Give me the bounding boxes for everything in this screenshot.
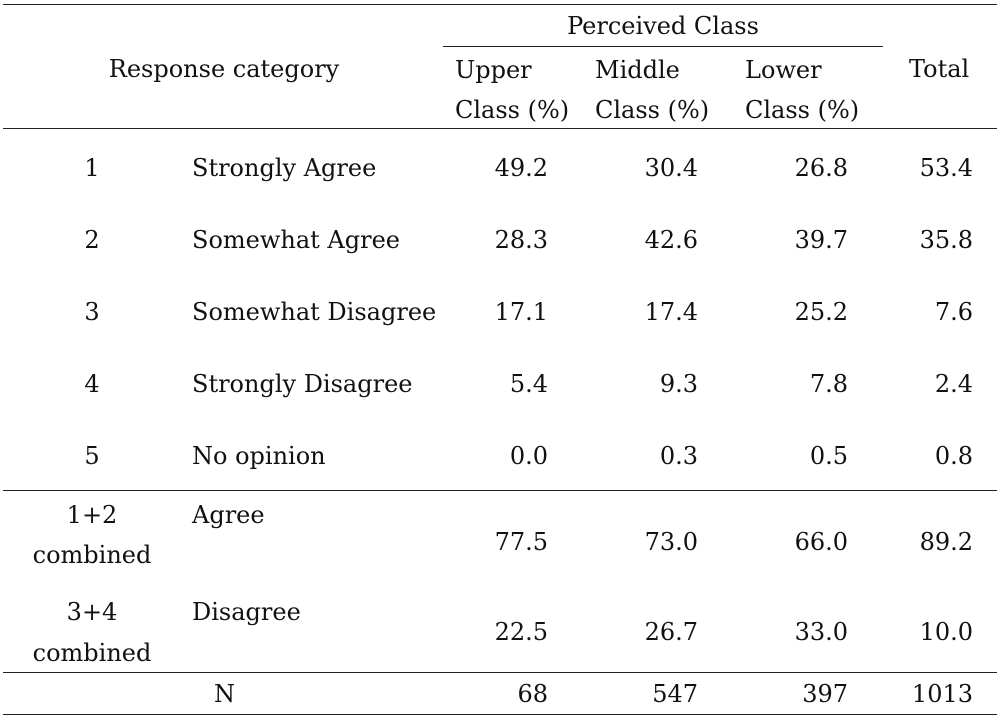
combined-label: Disagree: [192, 598, 301, 626]
combined-code-line1: 3+4: [66, 598, 118, 626]
header-perceived-class: Perceived Class: [567, 12, 759, 40]
n-label: N: [214, 680, 235, 708]
row-upper-value: 5.4: [509, 370, 548, 398]
n-middle-value: 547: [652, 680, 698, 708]
row-code: 1: [84, 154, 100, 182]
row-middle-value: 42.6: [644, 226, 698, 254]
row-upper-value: 28.3: [494, 226, 548, 254]
row-lower-value: 0.5: [809, 442, 848, 470]
header-rule: [3, 128, 997, 129]
row-lower-value: 39.7: [794, 226, 848, 254]
top-rule: [3, 4, 997, 5]
row-lower-value: 25.2: [794, 298, 848, 326]
row-upper-value: 0.0: [509, 442, 548, 470]
bottom-rule: [3, 714, 997, 715]
header-lower-line2: Class (%): [745, 96, 860, 124]
row-middle-value: 17.4: [644, 298, 698, 326]
combined-code-line1: 1+2: [66, 501, 118, 529]
combined-upper-value: 22.5: [494, 618, 548, 646]
row-total-value: 53.4: [919, 154, 973, 182]
header-middle-line2: Class (%): [595, 96, 710, 124]
row-code: 2: [84, 226, 100, 254]
combined-middle-value: 73.0: [644, 528, 698, 556]
row-code: 4: [84, 370, 100, 398]
row-label: Somewhat Disagree: [192, 298, 437, 326]
combined-rule: [3, 490, 997, 491]
header-lower-line1: Lower: [745, 56, 822, 84]
row-lower-value: 26.8: [794, 154, 848, 182]
n-rule: [3, 672, 997, 673]
combined-lower-value: 33.0: [794, 618, 848, 646]
combined-code-line2: combined: [32, 639, 152, 667]
row-total-value: 0.8: [934, 442, 973, 470]
n-upper-value: 68: [517, 680, 548, 708]
header-upper-line1: Upper: [455, 56, 532, 84]
combined-label: Agree: [192, 501, 265, 529]
header-upper-line2: Class (%): [455, 96, 570, 124]
row-total-value: 7.6: [934, 298, 973, 326]
perceived-class-underline: [443, 46, 883, 47]
n-lower-value: 397: [802, 680, 848, 708]
row-upper-value: 49.2: [494, 154, 548, 182]
row-code: 5: [84, 442, 100, 470]
row-lower-value: 7.8: [809, 370, 848, 398]
row-label: Strongly Agree: [192, 154, 377, 182]
row-label: No opinion: [192, 442, 326, 470]
header-total: Total: [909, 55, 970, 83]
combined-middle-value: 26.7: [644, 618, 698, 646]
row-code: 3: [84, 298, 100, 326]
row-total-value: 2.4: [934, 370, 973, 398]
n-total-value: 1013: [911, 680, 973, 708]
row-middle-value: 0.3: [659, 442, 698, 470]
combined-total-value: 89.2: [919, 528, 973, 556]
row-label: Strongly Disagree: [192, 370, 413, 398]
header-middle-line1: Middle: [595, 56, 680, 84]
row-middle-value: 30.4: [644, 154, 698, 182]
combined-code-line2: combined: [32, 541, 152, 569]
row-middle-value: 9.3: [659, 370, 698, 398]
combined-upper-value: 77.5: [494, 528, 548, 556]
row-upper-value: 17.1: [494, 298, 548, 326]
combined-lower-value: 66.0: [794, 528, 848, 556]
row-label: Somewhat Agree: [192, 226, 401, 254]
row-total-value: 35.8: [919, 226, 973, 254]
combined-total-value: 10.0: [919, 618, 973, 646]
header-response-category: Response category: [108, 55, 340, 83]
